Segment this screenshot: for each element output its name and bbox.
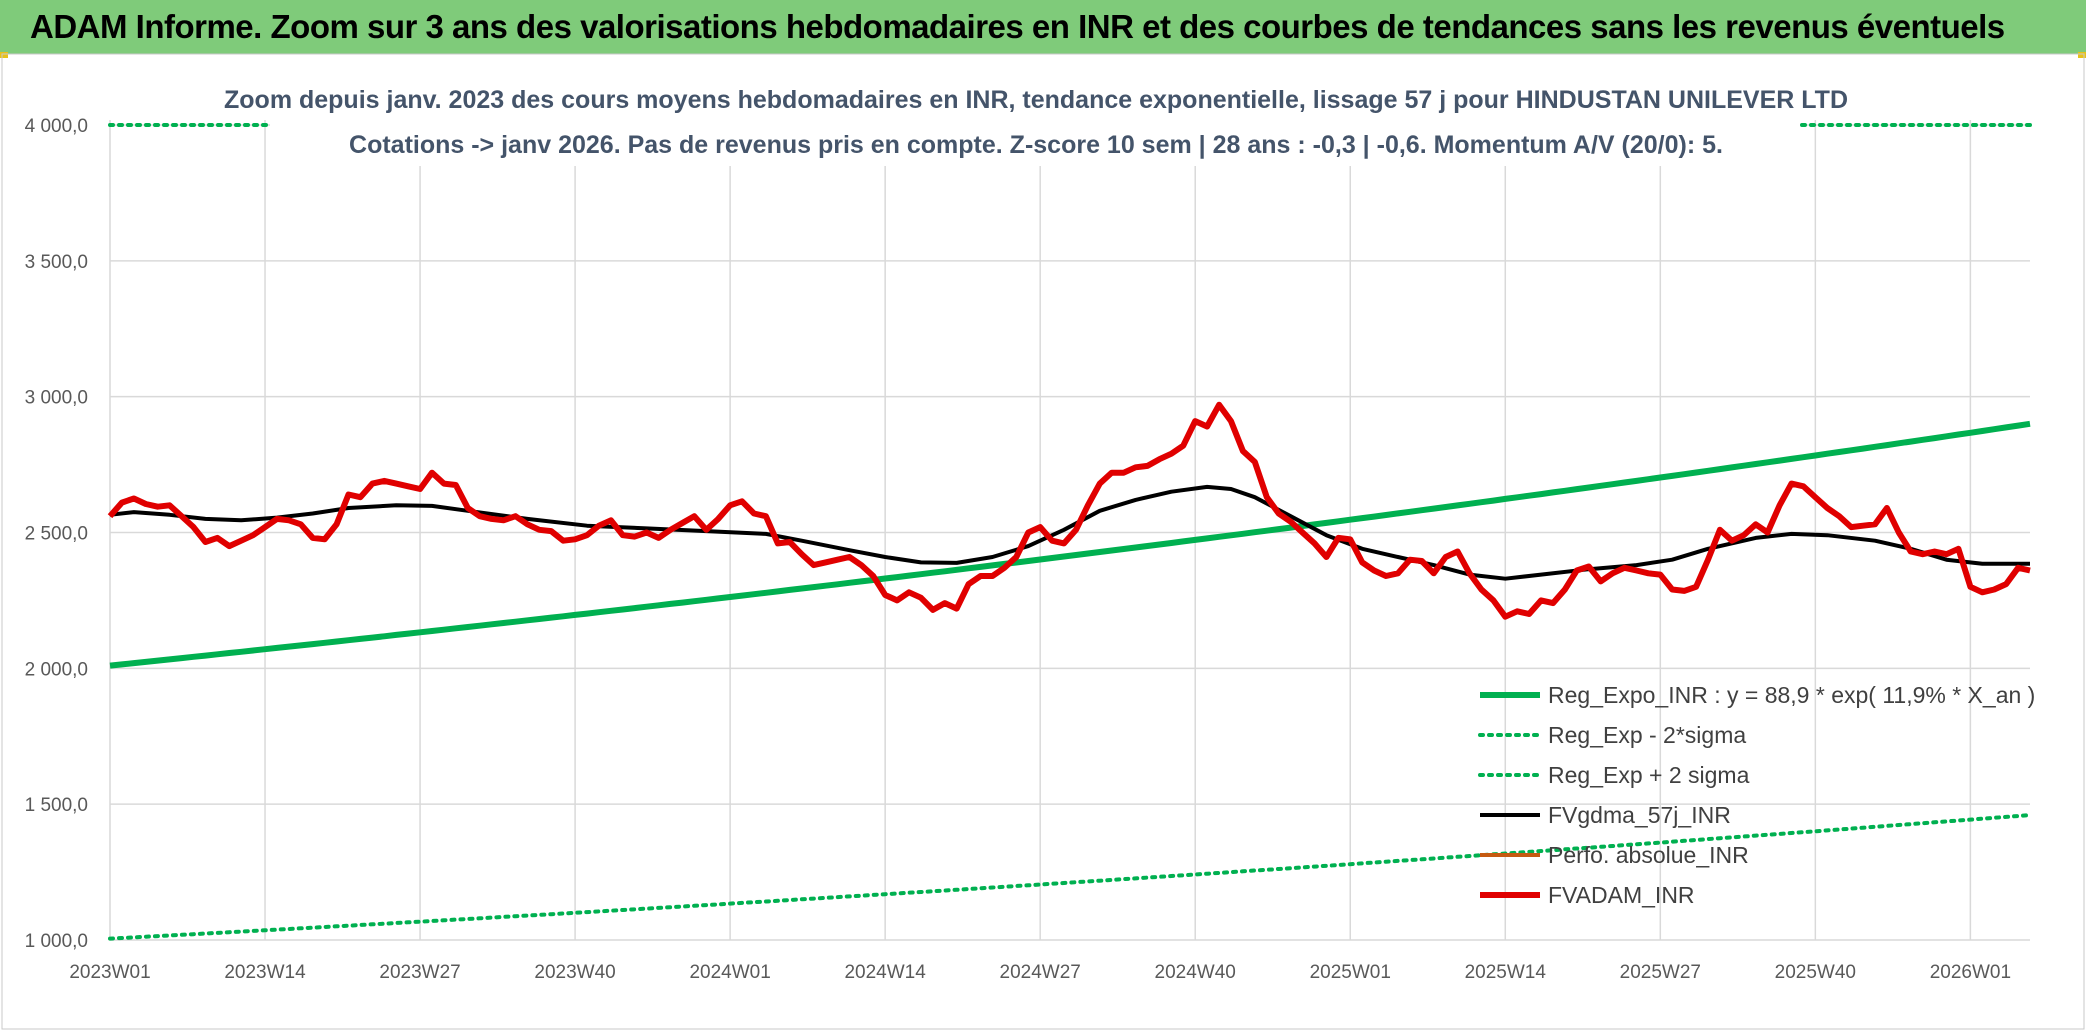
x-tick-label: 2026W01 (1930, 962, 2011, 983)
frame-corner-mark (0, 52, 8, 58)
x-tick-label: 2024W27 (1000, 962, 1081, 983)
legend-label: Reg_Exp - 2*sigma (1548, 722, 1746, 748)
banner: ADAM Informe. Zoom sur 3 ans des valoris… (0, 0, 2086, 54)
x-tick-label: 2025W01 (1310, 962, 1391, 983)
x-tick-label: 2023W14 (224, 962, 306, 983)
gridlines (109, 120, 2030, 941)
series-line-0 (109, 420, 2031, 669)
x-tick-label: 2023W40 (534, 962, 615, 983)
y-tick-label: 2 500,0 (25, 524, 88, 545)
x-tick-label: 2025W14 (1465, 962, 1547, 983)
series-line-3 (109, 484, 2030, 581)
axes: 1 000,0 1 500,0 2 000,0 2 500,0 3 000,0 3 500… (25, 116, 2011, 983)
banner-title: ADAM Informe. Zoom sur 3 ans des valoris… (30, 8, 2005, 45)
series-line-1 (108, 813, 2032, 941)
x-tick-label: 2023W01 (69, 962, 150, 983)
chart-title-block: Zoom depuis janv. 2023 des cours moyens … (224, 82, 1848, 166)
legend-label: Perfo. absolue_INR (1548, 842, 1749, 868)
x-tick-label: 2024W01 (689, 962, 770, 983)
legend-label: FVgdma_57j_INR (1548, 802, 1731, 828)
x-tick-label: 2025W27 (1620, 962, 1701, 983)
x-tick-label: 2023W27 (379, 962, 460, 983)
chart-title-line1: Zoom depuis janv. 2023 des cours moyens … (224, 86, 1848, 114)
y-tick-label: 3 000,0 (25, 388, 88, 409)
chart-title-line2: Cotations -> janv 2026. Pas de revenus p… (349, 131, 1723, 159)
title-background (270, 82, 1800, 166)
y-tick-label: 3 500,0 (25, 252, 88, 273)
series-line-5 (107, 401, 2031, 620)
frame-corner-mark (2078, 52, 2086, 58)
y-tick-label: 2 000,0 (25, 659, 88, 680)
legend-label: FVADAM_INR (1548, 882, 1695, 908)
y-tick-label: 4 000,0 (25, 116, 88, 137)
x-tick-label: 2024W40 (1155, 962, 1236, 983)
x-tick-label: 2025W40 (1775, 962, 1856, 983)
y-tick-label: 1 500,0 (25, 795, 88, 816)
legend: Reg_Expo_INR : y = 88,9 * exp( 11,9% * X… (1478, 682, 2035, 908)
legend-label: Reg_Expo_INR : y = 88,9 * exp( 11,9% * X… (1548, 682, 2035, 708)
plot-border (1, 53, 2085, 1030)
y-tick-label: 1 000,0 (25, 931, 88, 952)
legend-label: Reg_Exp + 2 sigma (1548, 762, 1750, 788)
x-tick-label: 2024W14 (844, 962, 926, 983)
